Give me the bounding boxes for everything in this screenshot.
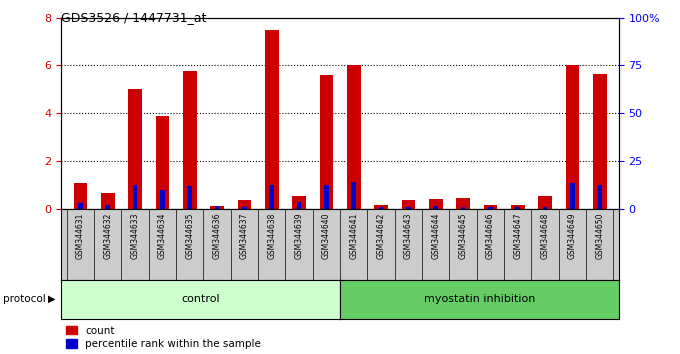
Bar <box>347 65 360 209</box>
Text: GSM344637: GSM344637 <box>240 212 249 259</box>
Bar <box>187 186 192 209</box>
Bar <box>406 207 411 209</box>
Text: GSM344650: GSM344650 <box>595 212 604 259</box>
Bar <box>160 190 165 209</box>
Bar <box>210 206 224 209</box>
Text: GSM344639: GSM344639 <box>294 212 303 259</box>
Bar <box>511 205 524 209</box>
Bar <box>324 185 328 209</box>
Bar <box>570 183 575 209</box>
Bar <box>538 196 552 209</box>
Bar <box>156 116 169 209</box>
Bar <box>183 72 197 209</box>
Bar <box>374 205 388 209</box>
Bar <box>73 183 87 209</box>
Bar <box>593 74 607 209</box>
Bar <box>429 199 443 209</box>
Bar <box>597 185 602 209</box>
Bar <box>296 202 301 209</box>
Bar <box>101 193 114 209</box>
Bar <box>105 205 110 209</box>
Bar <box>237 200 251 209</box>
Bar <box>460 207 465 209</box>
Bar <box>215 206 220 209</box>
Text: GSM344645: GSM344645 <box>458 212 468 259</box>
Legend: count, percentile rank within the sample: count, percentile rank within the sample <box>67 326 261 349</box>
Bar <box>133 185 137 209</box>
Text: GSM344644: GSM344644 <box>431 212 440 259</box>
Text: GSM344632: GSM344632 <box>103 212 112 259</box>
Bar <box>488 207 493 209</box>
Bar <box>379 207 384 209</box>
Text: GSM344634: GSM344634 <box>158 212 167 259</box>
Bar <box>433 206 438 209</box>
Text: GSM344643: GSM344643 <box>404 212 413 259</box>
Text: GSM344638: GSM344638 <box>267 212 276 259</box>
Text: GSM344647: GSM344647 <box>513 212 522 259</box>
Bar <box>566 65 579 209</box>
Bar <box>352 182 356 209</box>
Bar <box>128 89 142 209</box>
Bar <box>483 205 497 209</box>
Text: GSM344646: GSM344646 <box>486 212 495 259</box>
Bar <box>269 185 274 209</box>
Text: GSM344648: GSM344648 <box>541 212 549 259</box>
Bar <box>265 30 279 209</box>
Text: GSM344636: GSM344636 <box>212 212 222 259</box>
Text: ▶: ▶ <box>48 294 56 304</box>
Bar <box>543 207 547 209</box>
Text: GSM344635: GSM344635 <box>185 212 194 259</box>
Text: GSM344631: GSM344631 <box>76 212 85 259</box>
Bar <box>78 203 83 209</box>
Text: GSM344640: GSM344640 <box>322 212 331 259</box>
Text: GSM344642: GSM344642 <box>377 212 386 259</box>
Bar <box>292 196 306 209</box>
Text: GSM344649: GSM344649 <box>568 212 577 259</box>
Text: GDS3526 / 1447731_at: GDS3526 / 1447731_at <box>61 11 207 24</box>
Text: GSM344641: GSM344641 <box>349 212 358 259</box>
Text: myostatin inhibition: myostatin inhibition <box>424 294 535 304</box>
Text: protocol: protocol <box>3 294 46 304</box>
Bar <box>515 207 520 209</box>
Text: control: control <box>182 294 220 304</box>
Bar <box>401 200 415 209</box>
Bar <box>320 75 333 209</box>
Bar <box>242 207 247 209</box>
Bar <box>456 198 470 209</box>
Text: GSM344633: GSM344633 <box>131 212 139 259</box>
